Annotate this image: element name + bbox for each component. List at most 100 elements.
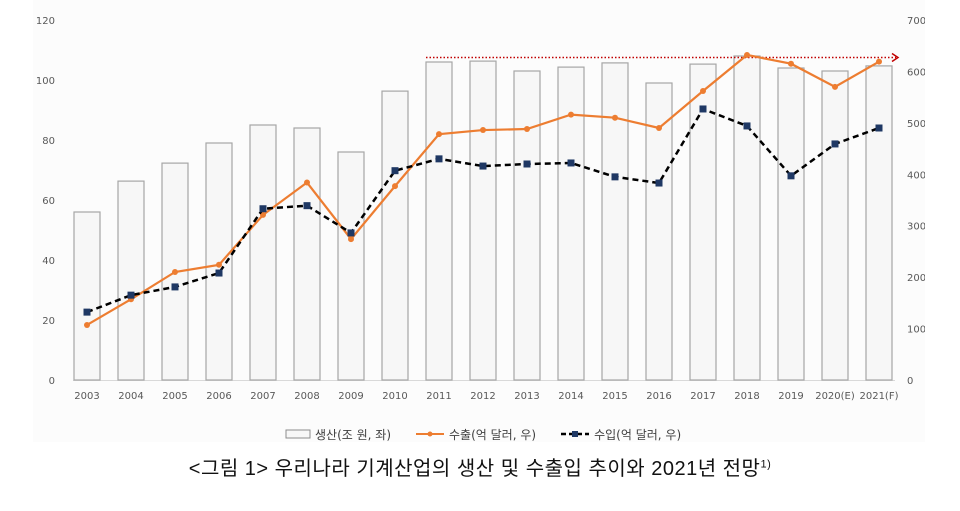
x-axis-label: 2018 [734, 391, 759, 402]
import-line [83, 105, 883, 316]
production-bar [645, 82, 673, 381]
import-marker [567, 159, 575, 167]
production-bar [469, 60, 497, 381]
production-bar [73, 211, 101, 381]
chart-panel: 0 20 40 60 80 100 120 0 100 200 300 400 500 600 700 200… [33, 0, 925, 442]
production-bar [601, 62, 629, 381]
export-marker [700, 87, 706, 94]
export-marker [832, 83, 838, 90]
export-marker [260, 211, 266, 218]
production-bar [865, 65, 893, 381]
production-bar [777, 67, 805, 381]
production-bar [557, 66, 585, 381]
x-axis-label: 2003 [74, 391, 99, 402]
production-bar [249, 124, 277, 381]
right-axis: 0 100 200 300 400 500 600 700 [907, 16, 925, 387]
x-axis-label: 2006 [206, 391, 231, 402]
x-axis-label: 2014 [558, 391, 583, 402]
export-marker [84, 321, 90, 328]
dashed-line-swatch-icon [561, 431, 590, 437]
legend-label-export: 수출(억 달러, 우) [449, 427, 537, 442]
left-axis: 0 20 40 60 80 100 120 [36, 16, 55, 387]
x-axis-labels: 2003 2004 2005 2006 2007 2008 2009 2010 2011 2012… [74, 391, 898, 402]
export-marker [744, 51, 750, 58]
x-axis-label: 2020(E) [815, 391, 855, 402]
x-axis-label: 2016 [646, 391, 671, 402]
import-marker [831, 140, 839, 148]
production-bar [513, 70, 541, 381]
production-bar [293, 127, 321, 381]
import-marker [435, 155, 443, 163]
import-marker [611, 173, 619, 181]
import-marker [347, 229, 355, 237]
import-marker [787, 172, 795, 180]
import-marker [303, 202, 311, 210]
import-marker [875, 124, 883, 132]
export-marker [348, 236, 354, 243]
x-axis-label: 2008 [294, 391, 319, 402]
legend-item-import: 수입(억 달러, 우) [560, 426, 681, 443]
import-marker [479, 162, 487, 170]
export-marker [216, 261, 222, 268]
chart-plot: 0 20 40 60 80 100 120 0 100 200 300 400 500 600 700 200… [36, 16, 925, 402]
export-marker [612, 114, 618, 121]
x-axis-label: 2013 [514, 391, 539, 402]
production-bar [425, 61, 453, 381]
x-axis-label: 2005 [162, 391, 187, 402]
import-marker [523, 160, 531, 168]
right-axis-tick: 700 [907, 16, 925, 27]
right-axis-tick: 400 [907, 170, 925, 181]
export-marker [480, 127, 486, 134]
export-marker [304, 179, 310, 186]
target-arrow-annotation [426, 52, 900, 63]
legend-item-production: 생산(조 원, 좌) [285, 426, 391, 443]
production-bar [689, 63, 717, 381]
x-axis-label: 2019 [778, 391, 803, 402]
figure-caption: <그림 1> 우리나라 기계산업의 생산 및 수출입 추이와 2021년 전망1… [0, 452, 960, 481]
production-bar [733, 55, 761, 381]
import-marker [259, 205, 267, 213]
export-marker [788, 60, 794, 67]
x-axis-label: 2004 [118, 391, 143, 402]
right-axis-tick: 100 [907, 325, 925, 336]
import-marker [127, 291, 135, 299]
x-axis-label: 2010 [382, 391, 407, 402]
legend-item-export: 수출(억 달러, 우) [415, 426, 536, 443]
bar-swatch-icon [285, 429, 311, 439]
import-marker [215, 269, 223, 277]
left-axis-tick: 60 [42, 196, 55, 207]
production-bar [117, 180, 145, 381]
import-marker [655, 179, 663, 187]
production-bars [73, 55, 893, 381]
export-line [84, 51, 882, 328]
left-axis-tick: 40 [42, 256, 55, 267]
import-marker [699, 105, 707, 113]
left-axis-tick: 20 [42, 316, 55, 327]
orange-line-swatch-icon [416, 431, 445, 437]
arrow-head-icon [891, 52, 900, 63]
x-axis-label: 2007 [250, 391, 275, 402]
export-marker [436, 131, 442, 138]
export-marker [524, 126, 530, 133]
right-axis-tick: 600 [907, 67, 925, 78]
left-axis-tick: 120 [36, 16, 55, 27]
production-bar [381, 90, 409, 381]
legend-label-production: 생산(조 원, 좌) [315, 427, 392, 442]
x-axis-label: 2021(F) [859, 391, 898, 402]
left-axis-tick: 100 [36, 76, 55, 87]
export-marker [656, 125, 662, 131]
right-axis-tick: 200 [907, 273, 925, 284]
export-marker [392, 183, 398, 190]
x-axis-label: 2009 [338, 391, 363, 402]
legend-label-import: 수입(억 달러, 우) [594, 427, 682, 442]
import-marker [743, 122, 751, 130]
x-axis-label: 2012 [470, 391, 495, 402]
right-axis-tick: 300 [907, 222, 925, 233]
chart-legend: 생산(조 원, 좌) 수출(억 달러, 우) 수입(억 달러, 우) [285, 424, 681, 444]
import-marker [391, 167, 399, 175]
left-axis-tick: 0 [49, 376, 55, 387]
export-marker [172, 269, 178, 275]
x-axis-label: 2015 [602, 391, 627, 402]
right-axis-tick: 0 [907, 376, 913, 387]
export-marker [568, 111, 574, 118]
